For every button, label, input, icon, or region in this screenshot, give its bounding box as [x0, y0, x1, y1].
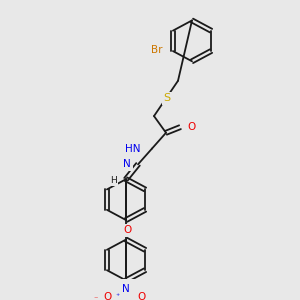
Text: Br: Br — [151, 45, 163, 55]
Text: H: H — [110, 176, 117, 184]
Text: O: O — [137, 292, 145, 300]
Text: ⁻: ⁻ — [94, 295, 98, 300]
Text: O: O — [104, 292, 112, 300]
Text: O: O — [123, 225, 131, 235]
Text: N: N — [123, 159, 131, 170]
Text: ⁺: ⁺ — [116, 292, 120, 300]
Text: S: S — [164, 93, 171, 103]
Text: HN: HN — [125, 145, 141, 154]
Text: N: N — [122, 284, 130, 294]
Text: O: O — [187, 122, 195, 132]
